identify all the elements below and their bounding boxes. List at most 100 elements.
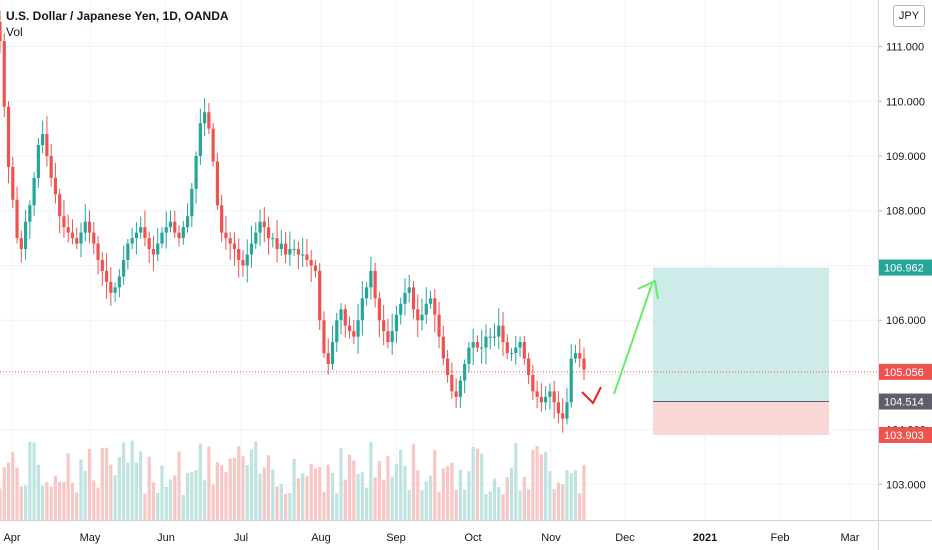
candle-body	[160, 232, 164, 244]
candle-body	[62, 216, 66, 228]
volume-bar	[70, 482, 75, 520]
candle-body	[147, 238, 151, 250]
volume-bar	[284, 493, 288, 520]
volume-bar	[113, 475, 117, 520]
candle-body	[313, 265, 318, 271]
volume-bar	[433, 450, 437, 520]
candle-body	[228, 238, 232, 244]
candle-body	[433, 298, 437, 315]
x-tick-label: Nov	[541, 532, 561, 544]
candle-body	[130, 238, 134, 244]
volume-bar	[228, 458, 232, 520]
candle-body	[335, 320, 339, 343]
candle-body	[83, 221, 87, 233]
candle-body	[194, 156, 198, 189]
volume-bar	[582, 464, 586, 520]
stop-zone[interactable]	[653, 401, 829, 435]
volume-bar	[313, 468, 318, 520]
candle-body	[471, 342, 475, 348]
candle-body	[565, 402, 569, 419]
candle-body	[224, 232, 228, 239]
volume-bar	[190, 472, 194, 520]
volume-bar	[343, 479, 347, 520]
candle-body	[70, 232, 75, 239]
volume-bar	[100, 447, 104, 520]
volume-bar	[45, 482, 49, 520]
candle-body	[556, 402, 561, 414]
volume-bar	[509, 467, 514, 520]
stop-price-label: 103.903	[884, 430, 924, 442]
y-tick-label: 110.000	[886, 96, 925, 108]
candle-body	[386, 331, 390, 343]
candle-body	[343, 309, 347, 326]
volume-bars	[0, 440, 586, 520]
volume-bar	[428, 475, 433, 520]
volume-bar	[347, 454, 352, 520]
currency-button[interactable]: JPY	[893, 5, 925, 27]
candle-body	[288, 249, 292, 255]
x-tick-label: Jul	[234, 532, 248, 544]
candle-body	[36, 145, 40, 178]
target-zone[interactable]	[653, 267, 829, 402]
candle-body	[445, 358, 450, 375]
volume-bar	[0, 488, 2, 520]
volume-bar	[450, 462, 454, 520]
volume-bar	[480, 453, 484, 520]
candle-body	[100, 260, 104, 271]
volume-bar	[561, 483, 565, 520]
volume-bar	[181, 494, 185, 520]
current-price-label-bg	[879, 363, 932, 380]
candle-body	[23, 221, 28, 250]
candlesticks	[0, 10, 586, 433]
target-price-label: 106.962	[884, 263, 924, 275]
volume-label: Vol	[6, 25, 23, 39]
candle-body	[185, 216, 190, 228]
volume-bar	[407, 490, 411, 520]
volume-bar	[403, 466, 407, 520]
candle-body	[237, 249, 241, 260]
volume-bar	[326, 464, 330, 520]
volume-bar	[271, 469, 275, 520]
candle-body	[463, 364, 467, 381]
candle-body	[394, 314, 399, 332]
volume-bar	[352, 460, 356, 520]
volume-bar	[569, 473, 573, 520]
candle-body	[403, 292, 407, 304]
volume-bar	[207, 446, 211, 520]
candle-body	[262, 221, 266, 228]
candle-body	[407, 287, 411, 293]
volume-bar	[122, 442, 126, 520]
volume-bar	[117, 457, 121, 520]
candle-body	[284, 243, 288, 255]
volume-bar	[249, 449, 254, 520]
candle-body	[177, 232, 181, 239]
volume-bar	[139, 451, 143, 520]
candle-body	[352, 331, 356, 337]
volume-bar	[356, 473, 360, 520]
volume-bar	[382, 479, 386, 520]
volume-bar	[92, 480, 96, 520]
volume-bar	[220, 465, 224, 520]
volume-bar	[301, 473, 305, 520]
candle-body	[139, 227, 143, 233]
candle-body	[373, 270, 377, 299]
volume-bar	[96, 487, 100, 520]
candle-body	[505, 342, 509, 354]
candle-body	[552, 391, 556, 403]
candle-body	[134, 232, 139, 239]
position-zones[interactable]	[653, 267, 829, 435]
volume-bar	[185, 472, 190, 520]
volume-bar	[258, 473, 262, 520]
volume-bar	[173, 475, 177, 520]
candle-body	[122, 260, 126, 277]
volume-bar	[151, 482, 156, 520]
candle-body	[49, 156, 53, 178]
candle-body	[220, 205, 224, 233]
candle-body	[143, 227, 147, 239]
candle-body	[249, 243, 254, 255]
candle-body	[488, 336, 492, 338]
candle-body	[254, 232, 258, 244]
volume-bar	[531, 450, 535, 520]
